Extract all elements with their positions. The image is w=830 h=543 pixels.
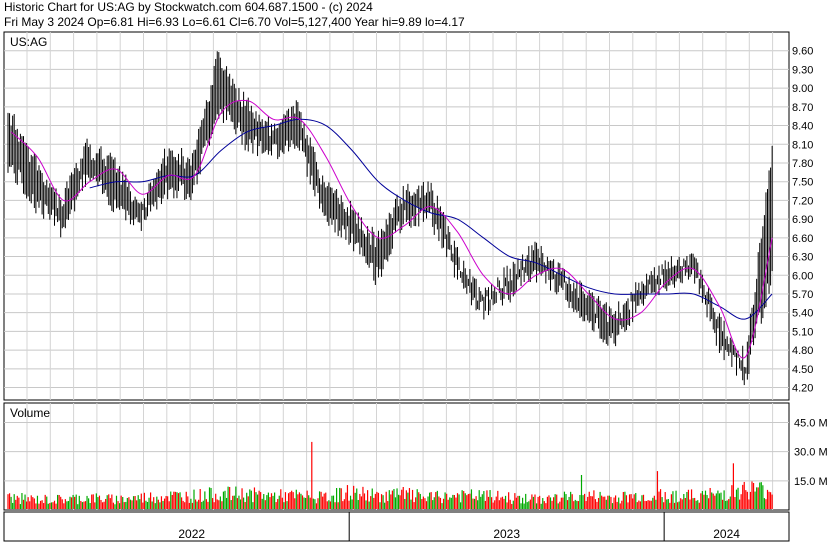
price-tick-label: 8.40 xyxy=(792,121,813,133)
chart-header-quote: Fri May 3 2024 Op=6.81 Hi=6.93 Lo=6.61 C… xyxy=(4,15,465,29)
volume-bars xyxy=(7,441,773,509)
price-tick-label: 4.80 xyxy=(792,345,813,357)
price-tick-label: 9.60 xyxy=(792,46,813,58)
price-tick-label: 5.70 xyxy=(792,289,813,301)
chart-header-title: Historic Chart for US:AG by Stockwatch.c… xyxy=(4,0,373,14)
time-axis-panel xyxy=(3,511,790,542)
volume-panel-title: Volume xyxy=(10,406,50,420)
volume-tick-label: 30.0 M xyxy=(794,447,828,459)
price-tick-label: 5.10 xyxy=(792,326,813,338)
moving-average-long-line xyxy=(89,118,773,320)
price-panel-title: US:AG xyxy=(10,35,47,49)
price-tick-label: 6.30 xyxy=(792,252,813,264)
price-tick-label: 4.50 xyxy=(792,364,813,376)
price-tick-label: 9.30 xyxy=(792,64,813,76)
price-tick-label: 8.10 xyxy=(792,139,813,151)
price-tick-label: 5.40 xyxy=(792,308,813,320)
price-tick-label: 8.70 xyxy=(792,102,813,114)
price-tick-label: 6.60 xyxy=(792,233,813,245)
price-tick-label: 6.00 xyxy=(792,270,813,282)
year-label: 2024 xyxy=(713,527,740,541)
price-tick-label: 4.20 xyxy=(792,383,813,395)
price-panel xyxy=(3,31,790,401)
price-tick-label: 9.00 xyxy=(792,83,813,95)
volume-tick-label: 45.0 M xyxy=(794,417,828,429)
price-tick-label: 7.20 xyxy=(792,195,813,207)
price-bars xyxy=(7,51,773,386)
moving-average-short-line xyxy=(10,99,773,359)
volume-tick-label: 15.0 M xyxy=(794,476,828,488)
price-tick-label: 7.50 xyxy=(792,177,813,189)
price-tick-label: 6.90 xyxy=(792,214,813,226)
year-label: 2023 xyxy=(493,527,520,541)
year-label: 2022 xyxy=(178,527,205,541)
price-tick-label: 7.80 xyxy=(792,158,813,170)
